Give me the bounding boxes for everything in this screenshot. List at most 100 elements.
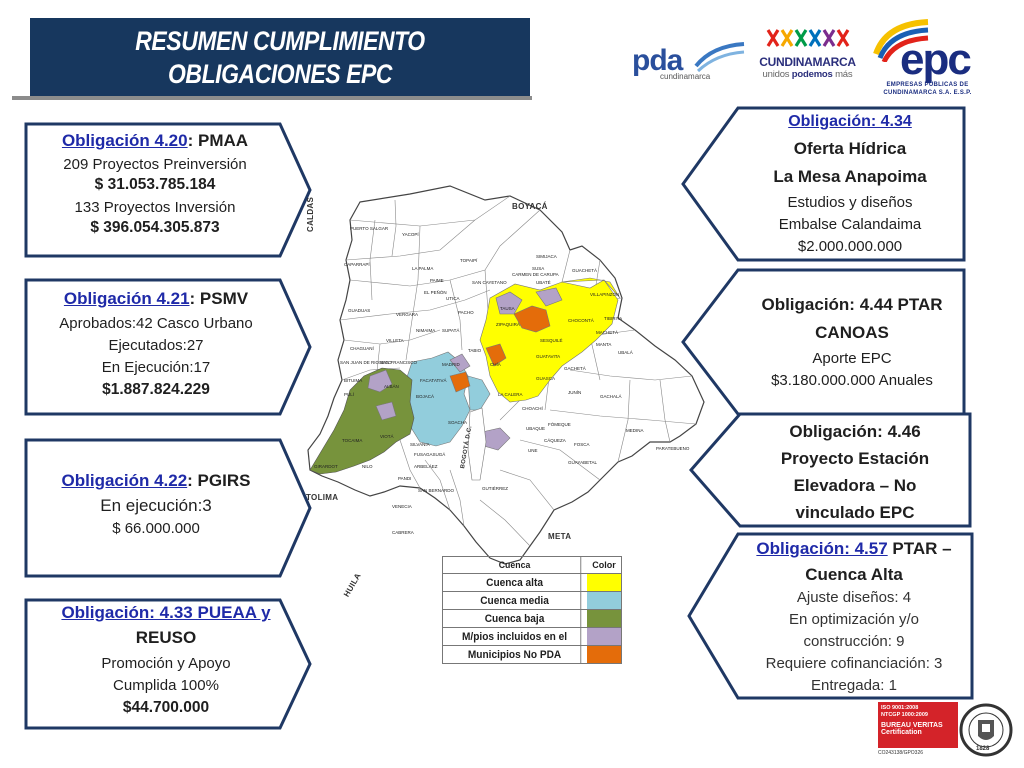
obligation-433-name-link[interactable]: PUEAA y bbox=[197, 603, 271, 622]
pda-logo-sub: cundinamarca bbox=[660, 72, 711, 81]
legend-swatch-yellow bbox=[587, 574, 621, 591]
obligation-box-421-frame bbox=[24, 278, 312, 416]
obligation-box-420-frame bbox=[24, 122, 312, 258]
legend-item-label: Cuenca media bbox=[449, 592, 582, 609]
pda-swoosh-icon bbox=[694, 42, 745, 73]
obligation-420-link[interactable]: Obligación 4.20 bbox=[61, 131, 188, 150]
legend-swatch-lightblue bbox=[587, 592, 621, 609]
mun-label: TOCAIMA bbox=[342, 438, 363, 443]
obligation-box-457: Obligación: 4.57 PTAR – Cuenca Alta Ajus… bbox=[686, 532, 976, 700]
legend-item: M/pios incluidos en el bbox=[443, 628, 621, 646]
obligation-434-line5: $2.000.000.000 bbox=[797, 238, 903, 255]
obligation-box-434: Obligación: 4.34 Oferta Hídrica La Mesa … bbox=[680, 106, 968, 262]
obligation-434-line4: Embalse Calandaima bbox=[778, 216, 922, 233]
map-cuenca-media-2 bbox=[467, 375, 491, 411]
legend-header-label: Cuenca bbox=[449, 557, 582, 573]
obligation-422-line2: $ 66.000.000 bbox=[112, 520, 200, 537]
obligation-421-link[interactable]: Obligación 4.21 bbox=[63, 289, 190, 308]
legend-item: Municipios No PDA bbox=[443, 646, 621, 663]
map-incluidos-3 bbox=[367, 369, 393, 393]
legend-swatch-orange bbox=[587, 646, 621, 663]
obligation-433-line2: Cumplida 100% bbox=[113, 677, 219, 694]
obligation-446-line1: Obligación: 4.46 bbox=[789, 422, 921, 441]
cundinamarca-emblem-icon bbox=[766, 29, 849, 47]
mun-label: ALBÁN bbox=[384, 384, 399, 389]
obligation-420-name: : PMAA bbox=[187, 131, 249, 150]
obligation-421-name: : PSMV bbox=[189, 289, 249, 308]
epc-logo: epc EMPRESAS PÚBLICAS DE CUNDINAMARCA S.… bbox=[870, 18, 985, 96]
obligation-457-line3: construcción: 9 bbox=[803, 633, 905, 650]
obligation-457-heading: Obligación: 4.57 PTAR – bbox=[736, 538, 972, 559]
mun-label: SESQUILÉ bbox=[540, 338, 563, 343]
cundinamarca-logo-text: CUNDINAMARCA bbox=[759, 55, 856, 69]
legend-item: Cuenca media bbox=[443, 592, 621, 610]
mun-label: CHOACHÍ bbox=[522, 406, 543, 411]
mun-label: JUNÍN bbox=[568, 390, 582, 395]
mun-label: ZIPAQUIRÁ bbox=[496, 322, 520, 327]
mun-label: NIMAIMA bbox=[416, 328, 436, 333]
mun-label: CHÍA bbox=[490, 362, 501, 367]
obligation-422-link[interactable]: Obligación 4.22 bbox=[61, 471, 188, 490]
obligation-box-434-frame bbox=[681, 106, 966, 262]
obligation-457-link[interactable]: Obligación: 4.57 bbox=[756, 539, 888, 558]
map-cuenca-baja bbox=[309, 367, 415, 475]
obligation-420-line3: 133 Proyectos Inversión bbox=[74, 199, 236, 216]
mun-label: VILLETA bbox=[386, 338, 404, 343]
mun-label: CÁQUEZA bbox=[544, 438, 566, 443]
mun-label: FOSCA bbox=[574, 442, 590, 447]
mun-label: PARATEBUENO bbox=[656, 446, 690, 451]
mun-label: UTICA bbox=[446, 296, 460, 301]
obligation-446-line2: Proyecto Estación bbox=[780, 449, 930, 468]
mun-label: CHAGUANÍ bbox=[350, 346, 374, 351]
obligation-422-name: : PGIRS bbox=[187, 471, 251, 490]
obligation-444-line1: Aporte EPC bbox=[812, 350, 892, 367]
certification-badge: ISO 9001:2008 NTCGP 1000:2009 BUREAU VER… bbox=[878, 702, 1018, 764]
mun-label: VIOTÁ bbox=[380, 434, 394, 439]
legend-header: Cuenca Color bbox=[443, 557, 621, 574]
mun-label: TABIO bbox=[468, 348, 482, 353]
legend-item: Cuenca baja bbox=[443, 610, 621, 628]
mun-label: PULÍ bbox=[344, 392, 355, 397]
bureau-veritas-seal-icon bbox=[959, 703, 1013, 757]
mun-label: TIBIRITA bbox=[604, 316, 623, 321]
cert-line4: Certification bbox=[881, 729, 922, 736]
mun-label: SAN BERNARDO bbox=[418, 488, 455, 493]
obligation-457-line1: Ajuste diseños: 4 bbox=[796, 589, 912, 606]
obligation-444-title1: Obligación: 4.44 PTAR bbox=[761, 295, 943, 314]
legend-item: Cuenca alta bbox=[443, 574, 621, 592]
epc-logo-sub1: EMPRESAS PÚBLICAS DE bbox=[886, 82, 969, 88]
map-label-boyaca: BOYACÁ bbox=[512, 202, 548, 211]
obligation-420-heading: Obligación 4.20: PMAA bbox=[30, 130, 280, 151]
obligation-421-line4: $1.887.824.229 bbox=[102, 381, 210, 398]
obligation-box-420: Obligación 4.20: PMAA 209 Proyectos Prei… bbox=[24, 122, 314, 258]
mun-label: SUSA bbox=[532, 266, 545, 271]
slogan-part-a: unidos bbox=[762, 69, 790, 80]
mun-label: SOACHA bbox=[448, 420, 468, 425]
mun-label: EL PEÑÓN bbox=[424, 290, 447, 295]
map-bogota bbox=[467, 407, 487, 481]
cundinamarca-map: BOYACÁ CALDAS TOLIMA META HUILA BOGOTÁ D… bbox=[300, 180, 710, 600]
pda-logo-text: pda bbox=[632, 44, 683, 77]
mun-label: SAN JUAN DE RIOSECO bbox=[340, 360, 392, 365]
page-title-line1: RESUMEN CUMPLIMIENTO bbox=[135, 26, 425, 56]
obligation-444-title2: CANOAS bbox=[815, 323, 889, 342]
mun-label: SIMIJACA bbox=[536, 254, 557, 259]
epc-logo-text: epc bbox=[900, 35, 972, 84]
cert-code: CO243138/GPO326 bbox=[878, 750, 924, 756]
page-title-line2: OBLIGACIONES EPC bbox=[167, 59, 393, 89]
obligation-box-444: Obligación: 4.44 PTAR CANOAS Aporte EPC … bbox=[680, 268, 968, 416]
map-incluidos-5 bbox=[449, 353, 471, 373]
legend-header-color: Color bbox=[592, 560, 616, 570]
mun-label: PACHO bbox=[458, 310, 474, 315]
mun-label: NILO bbox=[362, 464, 373, 469]
obligation-box-433-frame bbox=[24, 598, 312, 730]
obligation-433-name2: REUSO bbox=[135, 628, 197, 647]
legend-item-label: Cuenca alta bbox=[449, 574, 582, 591]
obligation-421-line2: Ejecutados:27 bbox=[108, 337, 204, 354]
obligation-434-line1: Oferta Hídrica bbox=[793, 139, 907, 158]
obligation-433-link[interactable]: Obligación: 4.33 bbox=[61, 603, 198, 622]
obligation-434-link[interactable]: Obligación: 4.34 bbox=[788, 113, 912, 130]
mun-label: GIRARDOT bbox=[314, 464, 338, 469]
mun-label: TOPAIPÍ bbox=[460, 258, 478, 263]
mun-label: TAUSA bbox=[500, 306, 515, 311]
